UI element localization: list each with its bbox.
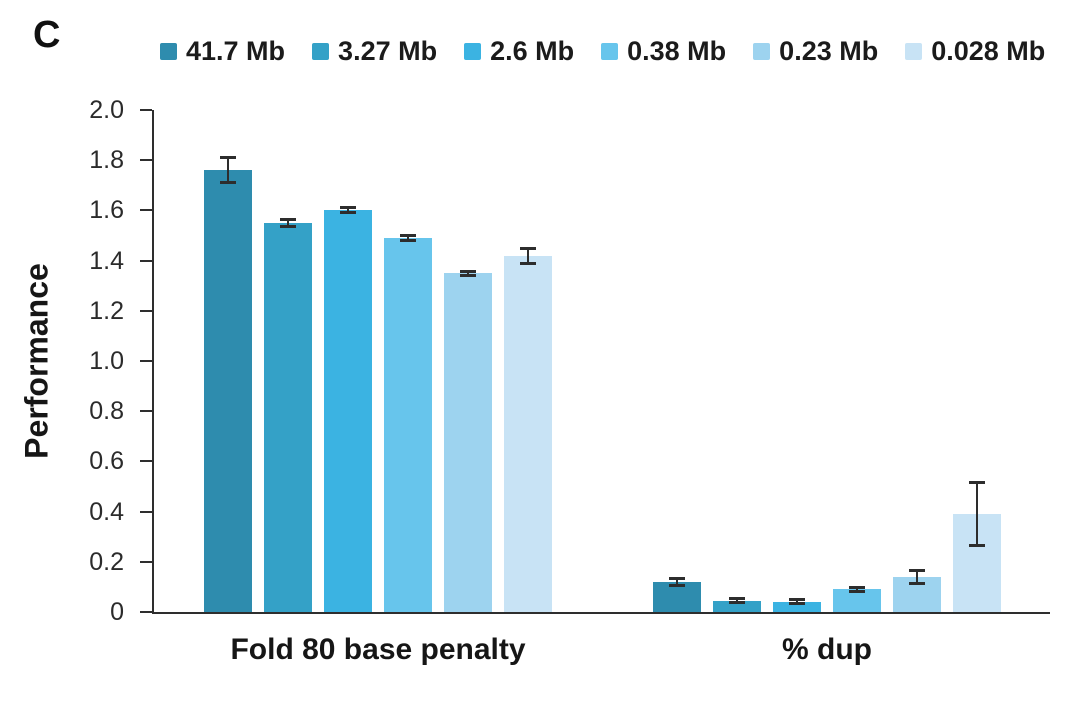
error-bar bbox=[220, 156, 236, 160]
legend-item-3: 2.6 Mb bbox=[464, 36, 574, 67]
bar-0.23-Mb-fold80 bbox=[444, 273, 492, 612]
error-bar bbox=[856, 587, 858, 592]
bar-0.38-Mb-fold80 bbox=[384, 238, 432, 612]
plot-area: 0 0.2 0.4 0.6 0.8 1.0 1.2 1.4 1.6 1.8 2.0 bbox=[89, 96, 1050, 626]
error-bar bbox=[400, 239, 416, 243]
legend-swatch-icon bbox=[160, 43, 177, 60]
y-tick bbox=[140, 410, 152, 413]
y-tick-label: 0.6 bbox=[89, 447, 124, 476]
y-tick bbox=[140, 309, 152, 312]
legend-label: 0.38 Mb bbox=[627, 36, 727, 66]
y-tick-label: 1.6 bbox=[89, 196, 124, 225]
error-bar bbox=[340, 211, 356, 215]
bar-0.028-Mb-fold80 bbox=[504, 255, 552, 612]
error-bar bbox=[729, 601, 745, 605]
error-bar bbox=[916, 570, 918, 584]
bar-3.27-Mb-dup bbox=[713, 600, 761, 612]
y-tick-label: 1.2 bbox=[89, 296, 124, 325]
y-tick-label: 1.4 bbox=[89, 246, 124, 275]
error-bar bbox=[669, 576, 685, 580]
y-tick bbox=[140, 510, 152, 513]
error-bar bbox=[280, 225, 296, 229]
legend-swatch-icon bbox=[601, 43, 619, 60]
bar-41.7-Mb-fold80 bbox=[204, 170, 252, 612]
legend-item-2: 3.27 Mb bbox=[312, 36, 437, 67]
legend-label: 0.028 Mb bbox=[931, 36, 1046, 66]
legend-label: 0.23 Mb bbox=[779, 36, 879, 66]
error-bar bbox=[400, 234, 416, 237]
error-bar bbox=[976, 482, 978, 546]
y-tick bbox=[140, 460, 152, 463]
legend-swatch-icon bbox=[753, 43, 771, 60]
legend-item-5: 0.23 Mb bbox=[753, 36, 878, 67]
error-bar bbox=[287, 219, 289, 227]
error-bar bbox=[849, 585, 865, 589]
bar-0.38-Mb-dup bbox=[833, 589, 881, 612]
error-bar bbox=[969, 543, 985, 547]
error-bar bbox=[849, 589, 865, 593]
y-tick-label: 0.2 bbox=[89, 547, 124, 576]
y-tick bbox=[140, 259, 152, 262]
error-bar bbox=[909, 582, 925, 586]
legend-swatch-icon bbox=[905, 43, 923, 60]
error-bar bbox=[460, 269, 476, 273]
error-bar bbox=[227, 157, 229, 183]
y-tick bbox=[140, 159, 152, 162]
error-bar bbox=[467, 271, 469, 276]
bar-2.6-Mb-dup bbox=[773, 601, 821, 612]
legend: 41.7 Mb 3.27 Mb 2.6 Mb 0.38 Mb 0.23 Mb 0.028 … bbox=[160, 36, 1045, 67]
error-bar bbox=[909, 568, 925, 572]
legend-item-1: 41.7 Mb bbox=[160, 36, 285, 67]
y-tick-label: 1.0 bbox=[89, 347, 124, 375]
legend-label: 41.7 Mb bbox=[186, 36, 286, 66]
legend-swatch-icon bbox=[464, 43, 482, 60]
y-tick-label: 1.8 bbox=[89, 146, 124, 175]
error-bar bbox=[347, 207, 349, 213]
legend-label: 3.27 Mb bbox=[338, 36, 438, 66]
error-bar bbox=[676, 578, 678, 586]
y-tick-label: 0 bbox=[110, 598, 124, 626]
bar-2.6-Mb-fold80 bbox=[324, 210, 372, 612]
error-bar bbox=[520, 261, 536, 265]
y-tick bbox=[140, 209, 152, 212]
y-tick bbox=[140, 109, 152, 111]
y-tick-label: 2.0 bbox=[89, 96, 124, 124]
legend-item-4: 0.38 Mb bbox=[601, 36, 726, 67]
error-bar bbox=[280, 217, 296, 221]
x-category-label-dup: % dup bbox=[782, 633, 872, 666]
legend-item-6: 0.028 Mb bbox=[905, 36, 1045, 67]
y-tick-label: 0.8 bbox=[89, 397, 124, 426]
y-tick bbox=[140, 560, 152, 563]
error-bar bbox=[669, 584, 685, 588]
y-tick bbox=[140, 360, 152, 362]
error-bar bbox=[527, 248, 529, 264]
error-bar bbox=[340, 206, 356, 210]
error-bar bbox=[736, 598, 738, 603]
legend-label: 2.6 Mb bbox=[490, 36, 575, 66]
error-bar bbox=[460, 273, 476, 277]
x-category-label-fold80: Fold 80 base penalty bbox=[230, 633, 526, 666]
error-bar bbox=[520, 246, 536, 250]
error-bar bbox=[407, 235, 409, 241]
panel-letter: C bbox=[33, 14, 61, 56]
error-bar bbox=[220, 181, 236, 185]
legend-swatch-icon bbox=[312, 43, 330, 60]
error-bar bbox=[729, 597, 745, 601]
y-tick bbox=[140, 611, 152, 613]
y-tick-label: 0.4 bbox=[89, 497, 124, 526]
error-bar bbox=[789, 602, 805, 606]
error-bar bbox=[789, 598, 805, 602]
error-bar bbox=[969, 481, 985, 485]
error-bar bbox=[796, 599, 798, 604]
bar-3.27-Mb-fold80 bbox=[264, 222, 312, 612]
